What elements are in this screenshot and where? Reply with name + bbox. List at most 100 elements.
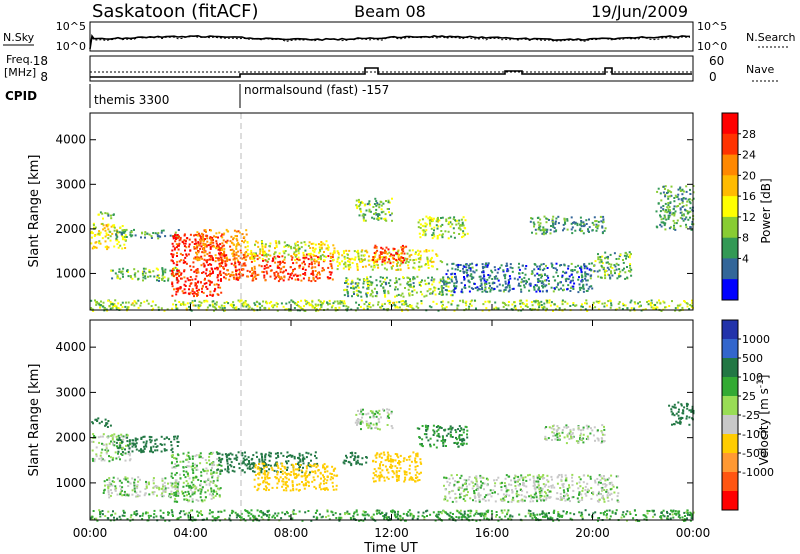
data-cell — [159, 443, 162, 446]
data-cell — [316, 462, 319, 465]
data-cell — [359, 305, 362, 308]
data-cell — [646, 301, 649, 303]
data-cell — [424, 230, 427, 233]
data-cell — [488, 287, 491, 290]
data-cell — [194, 233, 197, 236]
data-cell — [142, 267, 145, 270]
data-cell — [286, 473, 289, 476]
data-cell — [183, 242, 185, 245]
data-cell — [176, 437, 179, 440]
data-cell — [256, 301, 259, 304]
cpid-segment-1: themis 3300 — [94, 93, 169, 107]
data-cell — [194, 490, 197, 493]
data-cell — [179, 303, 182, 306]
data-cell — [186, 237, 189, 239]
data-cell — [497, 476, 500, 479]
data-cell — [545, 217, 548, 220]
data-cell — [262, 472, 265, 475]
data-cell — [552, 267, 555, 269]
data-cell — [290, 299, 293, 302]
data-cell — [253, 478, 256, 481]
data-cell — [520, 288, 523, 291]
data-cell — [552, 290, 555, 293]
data-cell — [690, 304, 693, 307]
data-cell — [566, 494, 569, 497]
data-cell — [318, 271, 321, 274]
data-cell — [374, 260, 377, 263]
data-cell — [316, 273, 319, 276]
data-cell — [113, 481, 116, 483]
data-cell — [580, 286, 583, 289]
data-cell — [601, 302, 604, 305]
data-cell — [246, 248, 249, 251]
data-cell — [202, 242, 205, 245]
data-cell — [183, 288, 186, 291]
data-cell — [246, 269, 249, 272]
data-cell — [310, 280, 313, 283]
data-cell — [586, 267, 589, 270]
data-cell — [153, 491, 156, 493]
data-cell — [132, 443, 135, 446]
data-cell — [437, 287, 440, 290]
data-cell — [368, 210, 371, 213]
data-cell — [682, 197, 685, 200]
data-cell — [218, 265, 221, 268]
data-cell — [108, 481, 111, 484]
data-cell — [439, 278, 442, 281]
data-cell — [264, 307, 266, 310]
data-cell — [622, 259, 624, 261]
data-cell — [354, 286, 357, 289]
data-cell — [195, 476, 198, 478]
data-cell — [480, 282, 483, 285]
data-cell — [118, 437, 121, 439]
data-cell — [144, 272, 147, 275]
data-cell — [187, 451, 190, 454]
data-cell — [217, 468, 219, 471]
data-cell — [121, 273, 124, 276]
data-cell — [105, 444, 108, 447]
data-cell — [449, 221, 452, 224]
data-cell — [465, 269, 468, 272]
data-cell — [485, 265, 488, 268]
data-cell — [508, 281, 510, 284]
data-cell — [139, 304, 142, 307]
data-cell — [171, 477, 174, 479]
data-cell — [569, 286, 572, 289]
data-cell — [501, 284, 504, 287]
data-cell — [389, 284, 392, 287]
data-cell — [222, 254, 225, 257]
data-cell — [163, 437, 166, 440]
data-cell — [463, 428, 465, 431]
data-cell — [396, 265, 399, 267]
data-cell — [410, 304, 413, 307]
data-cell — [408, 455, 410, 458]
data-cell — [684, 208, 686, 211]
data-cell — [235, 273, 238, 276]
data-cell — [639, 305, 642, 308]
data-cell — [504, 304, 507, 306]
data-cell — [148, 438, 151, 441]
data-cell — [123, 229, 126, 231]
data-cell — [388, 416, 390, 419]
data-cell — [360, 428, 362, 431]
data-cell — [662, 205, 665, 207]
data-cell — [586, 289, 589, 292]
data-cell — [197, 271, 200, 274]
data-cell — [207, 244, 210, 247]
data-cell — [200, 237, 202, 240]
data-cell — [454, 272, 456, 275]
data-cell — [196, 256, 199, 259]
data-cell — [310, 258, 313, 261]
data-cell — [129, 276, 132, 279]
data-cell — [97, 436, 100, 439]
data-cell — [453, 291, 456, 294]
data-cell — [441, 307, 444, 310]
data-cell — [451, 294, 454, 297]
data-cell — [355, 289, 358, 292]
data-cell — [361, 214, 364, 217]
scatter-region — [115, 435, 180, 454]
data-cell — [206, 234, 209, 237]
data-cell — [286, 451, 289, 454]
data-cell — [426, 426, 429, 429]
data-cell — [660, 206, 663, 209]
